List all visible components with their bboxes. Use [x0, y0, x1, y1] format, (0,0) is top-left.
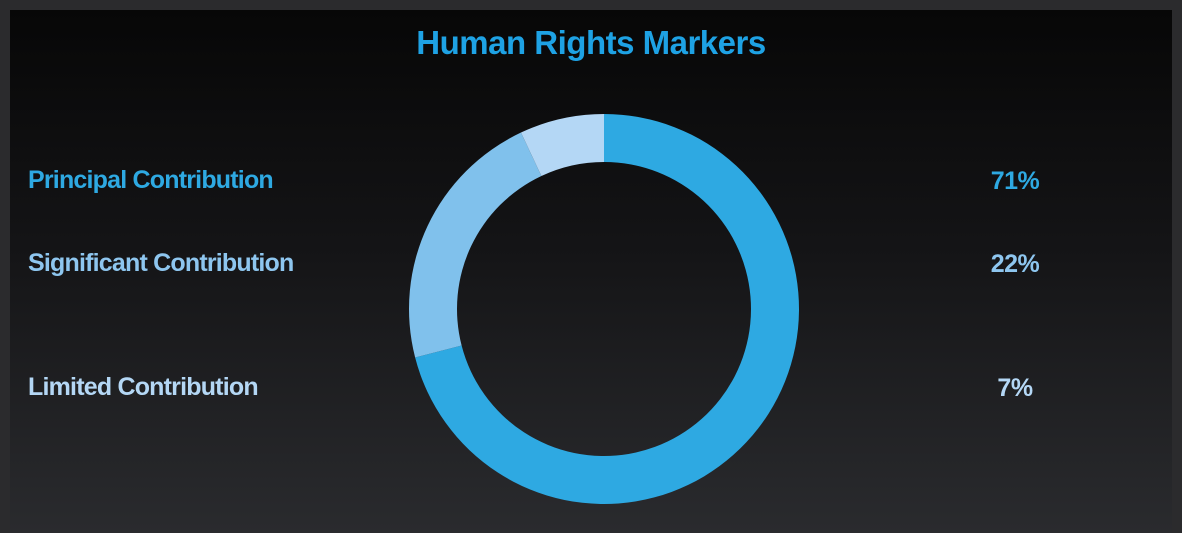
donut-slice	[409, 132, 542, 358]
value-label: 71%	[990, 167, 1040, 195]
value-label: 22%	[990, 250, 1040, 278]
panel: Human Rights Markers Principal Contribut…	[10, 10, 1172, 533]
legend-label: Limited Contribution	[28, 373, 259, 401]
value-label: 7%	[997, 374, 1033, 402]
chart-title: Human Rights Markers	[416, 24, 766, 61]
donut-chart	[409, 114, 800, 505]
legend-label: Principal Contribution	[28, 166, 274, 194]
legend-label: Significant Contribution	[28, 249, 294, 277]
donut-slice	[520, 114, 604, 176]
